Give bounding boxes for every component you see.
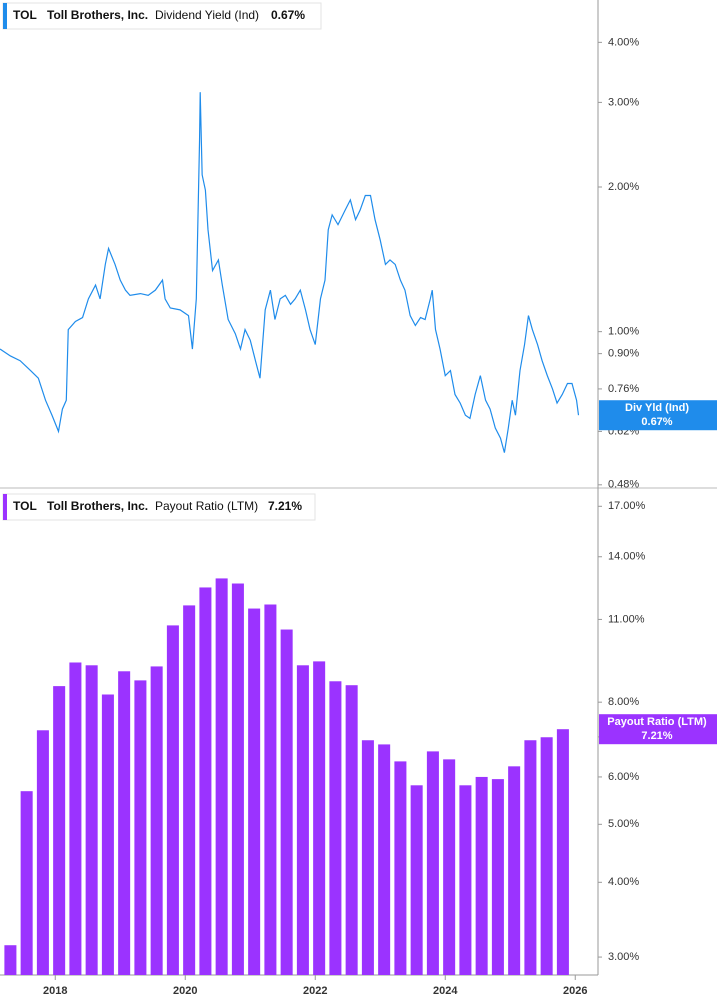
bar [183,605,196,975]
y-tick-label: 6.00% [608,771,639,783]
bar [215,578,228,975]
x-tick-label: 2020 [173,985,197,997]
y-tick-label: 0.48% [608,479,639,491]
bar [378,744,391,975]
bar [540,737,553,975]
bar [443,759,456,975]
flag-label: Div Yld (Ind) [625,402,689,414]
bar [248,608,261,975]
bar [524,740,537,975]
bar [101,694,114,975]
bar [313,661,326,975]
header-swatch [3,494,7,520]
bar [134,680,147,975]
bar [394,761,407,975]
bar [36,730,49,975]
bar [426,751,439,975]
flag-label: Payout Ratio (LTM) [607,716,707,728]
y-tick-label: 0.90% [608,348,639,360]
y-tick-label: 17.00% [608,500,646,512]
bar [20,791,33,975]
x-tick-label: 2018 [43,985,67,997]
bar [231,583,244,975]
value-flag [599,400,717,431]
header-swatch [3,3,7,29]
header-box [2,2,322,30]
bar [53,686,66,975]
company: Toll Brothers, Inc. [47,8,148,22]
x-tick-label: 2024 [433,985,458,997]
y-tick-label: 3.00% [608,96,639,108]
flag-value: 0.67% [641,416,672,428]
flag-value: 7.21% [641,730,672,742]
y-tick-label: 4.00% [608,36,639,48]
bar [345,685,358,975]
bar [296,665,309,975]
y-tick-label: 5.00% [608,818,639,830]
y-tick-label: 1.00% [608,326,639,338]
metric-name: Dividend Yield (Ind) [155,8,259,22]
ticker: TOL [13,8,37,22]
bar [329,681,342,975]
y-tick-label: 14.00% [608,551,646,563]
x-tick-label: 2022 [303,985,327,997]
bar [491,779,504,975]
y-tick-label: 11.00% [608,613,645,625]
metric-value: 0.67% [271,8,305,22]
bar [556,729,569,975]
value-flag [599,714,717,745]
bar [166,625,179,975]
metric-name: Payout Ratio (LTM) [155,499,258,513]
bar [118,671,131,975]
ticker: TOL [13,499,37,513]
y-tick-label: 3.00% [608,951,639,963]
y-tick-label: 2.00% [608,181,639,193]
company: Toll Brothers, Inc. [47,499,148,513]
bar [69,662,82,975]
bar [4,945,17,975]
bar [199,587,212,975]
bar [410,785,423,975]
bar [264,604,277,975]
metric-value: 7.21% [268,499,302,513]
y-tick-label: 4.00% [608,876,639,888]
bar [150,666,163,975]
bar [475,776,488,975]
y-tick-label: 0.76% [608,383,639,395]
data-line [0,92,580,453]
bar [361,740,374,975]
y-tick-label: 8.00% [608,696,639,708]
bar [280,629,293,975]
bar [508,766,521,975]
bar [459,785,472,975]
x-tick-label: 2026 [563,985,587,997]
bar [85,665,98,975]
